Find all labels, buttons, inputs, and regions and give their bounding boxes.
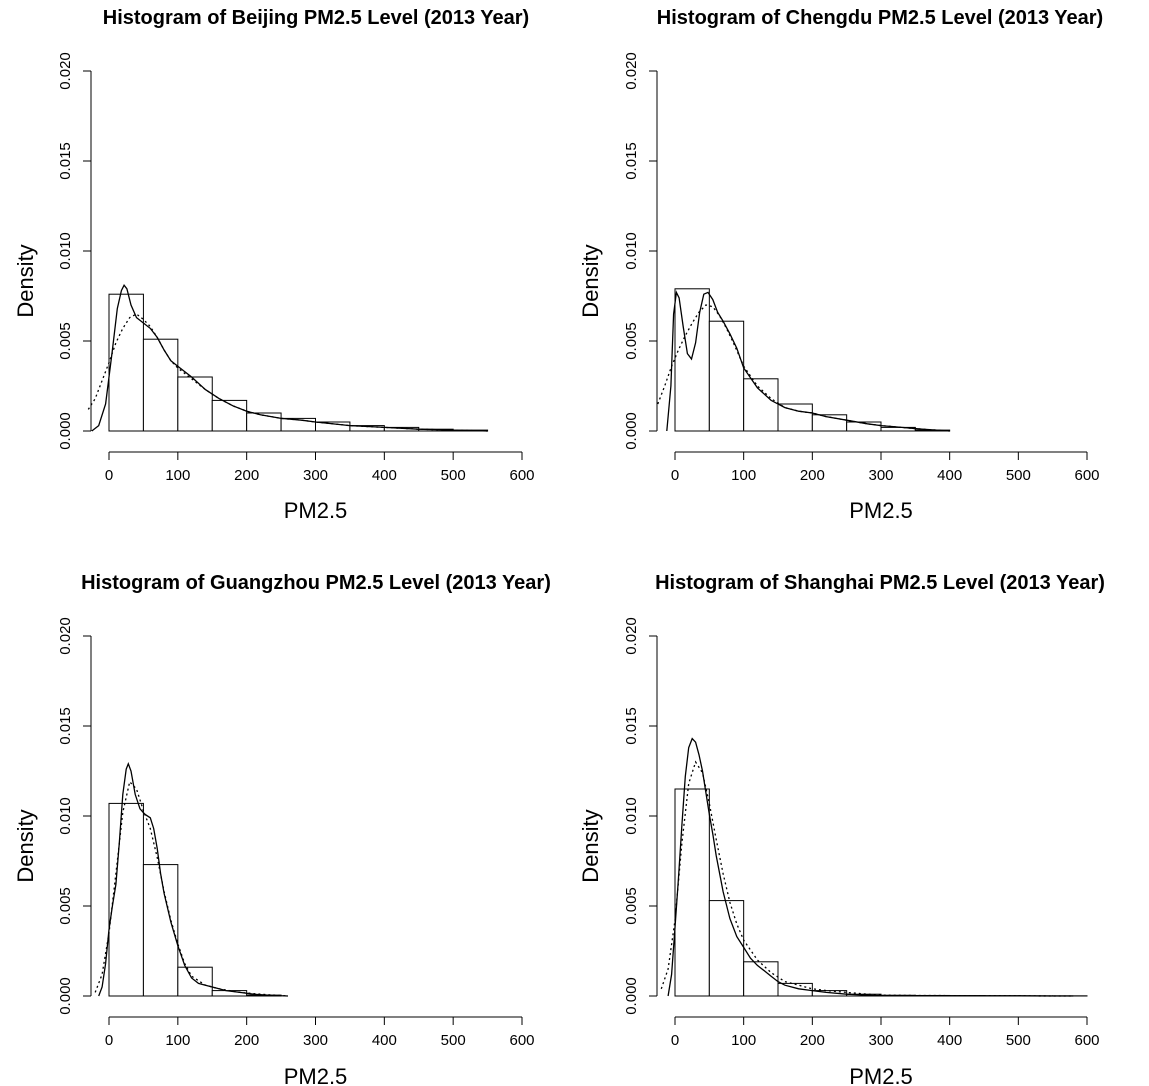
histogram-bar bbox=[709, 901, 743, 996]
chart-panel-4: Histogram of Shanghai PM2.5 Level (2013 … bbox=[578, 572, 1105, 1086]
x-tick-label: 500 bbox=[1006, 1032, 1031, 1049]
x-tick-label: 400 bbox=[937, 467, 962, 484]
y-tick-label: 0.020 bbox=[623, 617, 640, 655]
x-tick-label: 200 bbox=[800, 1032, 825, 1049]
y-tick-label: 0.000 bbox=[57, 977, 74, 1015]
x-tick-label: 0 bbox=[105, 1032, 113, 1049]
y-tick-label: 0.000 bbox=[623, 412, 640, 450]
y-tick-label: 0.000 bbox=[623, 977, 640, 1015]
x-tick-label: 200 bbox=[234, 1032, 259, 1049]
histogram-bar bbox=[212, 400, 246, 431]
x-tick-label: 200 bbox=[234, 467, 259, 484]
y-tick-label: 0.005 bbox=[57, 887, 74, 925]
x-tick-label: 600 bbox=[1074, 1032, 1099, 1049]
y-tick-label: 0.015 bbox=[57, 142, 74, 180]
x-axis-label: PM2.5 bbox=[284, 1064, 348, 1086]
x-tick-label: 600 bbox=[509, 467, 534, 484]
x-tick-label: 500 bbox=[441, 467, 466, 484]
x-axis-label: PM2.5 bbox=[849, 1064, 913, 1086]
y-axis-label: Density bbox=[578, 809, 603, 882]
x-tick-label: 0 bbox=[671, 467, 679, 484]
x-tick-label: 100 bbox=[165, 467, 190, 484]
chart-title: Histogram of Chengdu PM2.5 Level (2013 Y… bbox=[657, 7, 1103, 29]
x-tick-label: 0 bbox=[671, 1032, 679, 1049]
y-axis-label: Density bbox=[578, 244, 603, 317]
y-tick-label: 0.020 bbox=[57, 617, 74, 655]
x-tick-label: 600 bbox=[509, 1032, 534, 1049]
chart-title: Histogram of Shanghai PM2.5 Level (2013 … bbox=[655, 572, 1105, 594]
x-tick-label: 200 bbox=[800, 467, 825, 484]
x-tick-label: 300 bbox=[868, 1032, 893, 1049]
histogram-bar bbox=[109, 803, 143, 996]
histogram-bar bbox=[178, 967, 212, 996]
y-tick-label: 0.005 bbox=[623, 887, 640, 925]
y-tick-label: 0.015 bbox=[57, 707, 74, 745]
chart-panel-2: Histogram of Chengdu PM2.5 Level (2013 Y… bbox=[578, 7, 1103, 523]
x-axis-label: PM2.5 bbox=[849, 498, 913, 523]
histogram-bar bbox=[744, 379, 778, 431]
x-tick-label: 300 bbox=[303, 1032, 328, 1049]
x-tick-label: 100 bbox=[731, 467, 756, 484]
y-tick-label: 0.005 bbox=[57, 322, 74, 360]
x-tick-label: 300 bbox=[868, 467, 893, 484]
histogram-bar bbox=[143, 339, 177, 431]
histogram-bar bbox=[744, 962, 778, 996]
x-tick-label: 100 bbox=[731, 1032, 756, 1049]
y-tick-label: 0.000 bbox=[57, 412, 74, 450]
x-tick-label: 500 bbox=[1006, 467, 1031, 484]
x-tick-label: 600 bbox=[1074, 467, 1099, 484]
histogram-bar bbox=[178, 377, 212, 431]
chart-panel-1: Histogram of Beijing PM2.5 Level (2013 Y… bbox=[13, 7, 535, 523]
x-axis-label: PM2.5 bbox=[284, 498, 348, 523]
x-tick-label: 400 bbox=[372, 467, 397, 484]
y-tick-label: 0.010 bbox=[623, 797, 640, 835]
y-tick-label: 0.010 bbox=[57, 797, 74, 835]
y-tick-label: 0.010 bbox=[57, 232, 74, 270]
histogram-bar bbox=[778, 404, 812, 431]
y-tick-label: 0.020 bbox=[57, 52, 74, 90]
y-tick-label: 0.010 bbox=[623, 232, 640, 270]
chart-title: Histogram of Beijing PM2.5 Level (2013 Y… bbox=[103, 7, 529, 29]
y-tick-label: 0.015 bbox=[623, 707, 640, 745]
x-tick-label: 400 bbox=[372, 1032, 397, 1049]
y-axis-label: Density bbox=[13, 244, 38, 317]
x-tick-label: 400 bbox=[937, 1032, 962, 1049]
histogram-bar bbox=[675, 789, 709, 996]
x-tick-label: 100 bbox=[165, 1032, 190, 1049]
y-axis-label: Density bbox=[13, 809, 38, 882]
x-tick-label: 500 bbox=[441, 1032, 466, 1049]
histogram-bar bbox=[675, 289, 709, 431]
histogram-bar bbox=[709, 321, 743, 431]
y-tick-label: 0.005 bbox=[623, 322, 640, 360]
y-tick-label: 0.020 bbox=[623, 52, 640, 90]
chart-panel-3: Histogram of Guangzhou PM2.5 Level (2013… bbox=[13, 572, 551, 1086]
chart-title: Histogram of Guangzhou PM2.5 Level (2013… bbox=[81, 572, 551, 594]
y-tick-label: 0.015 bbox=[623, 142, 640, 180]
x-tick-label: 0 bbox=[105, 467, 113, 484]
x-tick-label: 300 bbox=[303, 467, 328, 484]
